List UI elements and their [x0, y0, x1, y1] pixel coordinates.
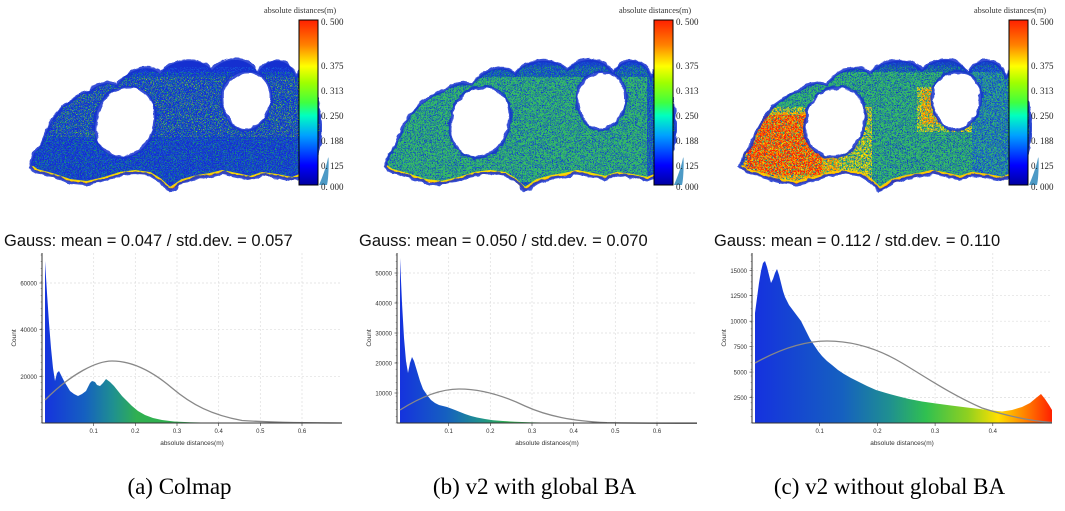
svg-text:0. 188: 0. 188 — [321, 136, 344, 146]
svg-text:0.4: 0.4 — [215, 429, 224, 435]
svg-text:absolute distances(m): absolute distances(m) — [515, 440, 579, 447]
svg-text:0. 125: 0. 125 — [676, 161, 699, 171]
svg-text:60000: 60000 — [20, 282, 37, 288]
svg-text:0. 500: 0. 500 — [321, 18, 344, 27]
svg-text:0. 375: 0. 375 — [676, 61, 699, 71]
svg-text:absolute distances(m): absolute distances(m) — [870, 440, 934, 447]
svg-text:0. 125: 0. 125 — [1031, 161, 1054, 171]
svg-text:10000: 10000 — [375, 392, 392, 398]
svg-text:40000: 40000 — [20, 328, 37, 334]
svg-text:0. 188: 0. 188 — [1031, 136, 1054, 146]
svg-text:0. 250: 0. 250 — [676, 111, 699, 121]
svg-text:0. 375: 0. 375 — [321, 61, 344, 71]
svg-text:50000: 50000 — [375, 272, 392, 278]
svg-text:0.2: 0.2 — [131, 429, 140, 435]
svg-text:0. 250: 0. 250 — [1031, 111, 1054, 121]
svg-text:0.5: 0.5 — [256, 429, 265, 435]
svg-text:0. 000: 0. 000 — [321, 182, 344, 192]
svg-text:5000: 5000 — [734, 371, 748, 377]
svg-text:0.3: 0.3 — [931, 429, 940, 435]
svg-text:0. 313: 0. 313 — [676, 86, 699, 96]
svg-text:0. 000: 0. 000 — [1031, 182, 1054, 192]
svg-text:0. 500: 0. 500 — [1031, 18, 1054, 27]
svg-text:0.3: 0.3 — [528, 429, 537, 435]
svg-text:7500: 7500 — [734, 345, 748, 351]
svg-text:0.2: 0.2 — [873, 429, 882, 435]
svg-text:0. 000: 0. 000 — [676, 182, 699, 192]
svg-text:0.1: 0.1 — [445, 429, 454, 435]
svg-text:0. 500: 0. 500 — [676, 18, 699, 27]
svg-text:40000: 40000 — [375, 302, 392, 308]
svg-text:15000: 15000 — [730, 269, 747, 275]
svg-text:2500: 2500 — [734, 396, 748, 402]
svg-text:0.1: 0.1 — [90, 429, 99, 435]
svg-text:0.2: 0.2 — [486, 429, 495, 435]
svg-text:0. 125: 0. 125 — [321, 161, 344, 171]
svg-text:20000: 20000 — [375, 362, 392, 368]
svg-text:10000: 10000 — [730, 320, 747, 326]
svg-text:Count: Count — [11, 329, 18, 347]
svg-text:0. 188: 0. 188 — [676, 136, 699, 146]
svg-text:12500: 12500 — [730, 294, 747, 300]
svg-text:0. 313: 0. 313 — [321, 86, 344, 96]
svg-text:Count: Count — [366, 329, 373, 347]
svg-text:0.4: 0.4 — [570, 429, 579, 435]
svg-text:0.5: 0.5 — [611, 429, 620, 435]
svg-text:absolute distances(m): absolute distances(m) — [160, 440, 224, 447]
svg-text:0.3: 0.3 — [173, 429, 182, 435]
svg-text:0. 250: 0. 250 — [321, 111, 344, 121]
svg-text:Count: Count — [721, 329, 728, 347]
svg-text:0. 313: 0. 313 — [1031, 86, 1054, 96]
svg-text:20000: 20000 — [20, 375, 37, 381]
svg-text:0.6: 0.6 — [298, 429, 307, 435]
svg-text:0.1: 0.1 — [816, 429, 825, 435]
svg-text:30000: 30000 — [375, 332, 392, 338]
svg-text:0.4: 0.4 — [989, 429, 998, 435]
svg-text:0. 375: 0. 375 — [1031, 61, 1054, 71]
svg-text:0.6: 0.6 — [653, 429, 662, 435]
